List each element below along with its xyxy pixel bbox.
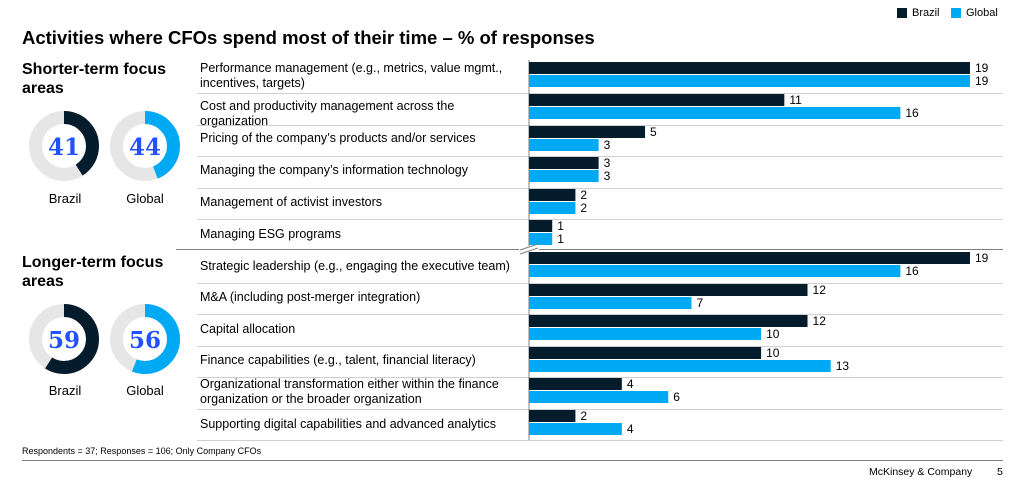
row-label-esg-programs: Managing ESG programs [200,227,342,241]
donut-label-short-brazil: Brazil [48,191,82,206]
value-label-global-performance-management-e-g-metrics-value: 19 [975,74,989,88]
legend-label-brazil: Brazil [912,7,940,19]
value-label-global-cost-and-productivity-management-across-: 16 [905,106,919,120]
bar-brazil-strategic-leadership-e-g-engaging-the-ex [529,252,970,264]
bar-global-cost-and-productivity-management-across- [529,107,901,119]
row-label-performance-management: Performance management (e.g., metrics, v… [200,61,503,90]
value-label-global-capital-allocation: 10 [766,327,780,341]
axis-break-mark-top [519,243,539,251]
row-label-information-technology: Managing the company’s information techn… [200,163,468,177]
value-label-brazil-capital-allocation: 12 [813,314,827,328]
bar-brazil-capital-allocation [529,315,808,327]
row-label-capital-allocation: Capital allocation [200,322,296,336]
donut-arc-longer-term-focus-areas-brazil [29,304,99,374]
value-label-brazil-finance-capabilities-e-g-talent-financia: 10 [766,346,780,360]
donut-label-long-global: Global [126,383,164,398]
value-label-brazil-managing-esg-programs: 1 [557,219,564,233]
page-number: 5 [997,466,1003,478]
bar-brazil-managing-esg-programs [529,220,553,232]
bar-global-managing-the-company-s-information-techn [529,170,599,182]
section-title-long-term: Longer-term focus areas [22,254,164,290]
row-label-cost-productivity: Cost and productivity management across … [200,99,455,128]
legend-label-global: Global [966,7,998,19]
value-label-global-managing-esg-programs: 1 [557,232,564,246]
legend-global: Global [951,7,998,19]
bar-brazil-finance-capabilities-e-g-talent-financia [529,347,762,359]
row-label-org-transformation: Organizational transformation either wit… [200,377,499,406]
donut-value-shorter-term-focus-areas-brazil: 41 [48,134,80,161]
value-label-brazil-strategic-leadership-e-g-engaging-the-ex: 19 [975,251,989,265]
value-label-brazil-performance-management-e-g-metrics-value: 19 [975,61,989,75]
donut-arc-longer-term-focus-areas-global [110,304,180,374]
bar-global-organizational-transformation-either-wit [529,391,669,403]
bar-brazil-managing-the-company-s-information-techn [529,157,599,169]
value-label-global-strategic-leadership-e-g-engaging-the-ex: 16 [905,264,919,278]
value-label-brazil-m-a-including-post-merger-integration: 12 [813,283,827,297]
donut-label-long-brazil: Brazil [48,383,82,398]
section-title-short-term: Shorter-term focus areas [22,61,167,97]
value-label-global-pricing-of-the-company-s-products-and-or: 3 [604,138,611,152]
bar-brazil-supporting-digital-capabilities-and-adva [529,410,576,422]
value-label-global-management-of-activist-investors: 2 [580,201,587,215]
value-label-global-m-a-including-post-merger-integration: 7 [696,296,703,310]
donut-value-longer-term-focus-areas-global: 56 [129,327,161,354]
row-label-strategic-leadership: Strategic leadership (e.g., engaging the… [200,259,510,273]
bar-brazil-m-a-including-post-merger-integration [529,284,808,296]
value-label-brazil-cost-and-productivity-management-across-: 11 [789,93,802,107]
bar-global-supporting-digital-capabilities-and-adva [529,423,622,435]
value-label-brazil-pricing-of-the-company-s-products-and-or: 5 [650,125,657,139]
bar-brazil-organizational-transformation-either-wit [529,378,622,390]
bar-brazil-pricing-of-the-company-s-products-and-or [529,126,646,138]
row-label-digital-capabilities: Supporting digital capabilities and adva… [200,417,497,431]
legend-swatch-global [951,8,961,18]
bar-global-management-of-activist-investors [529,202,576,214]
legend-brazil: Brazil [897,7,940,19]
bar-global-pricing-of-the-company-s-products-and-or [529,139,599,151]
value-label-brazil-management-of-activist-investors: 2 [580,188,587,202]
bar-global-m-a-including-post-merger-integration [529,297,692,309]
bar-brazil-management-of-activist-investors [529,189,576,201]
value-label-brazil-supporting-digital-capabilities-and-adva: 2 [580,409,587,423]
footnote: Respondents = 37; Responses = 106; Only … [22,446,262,456]
bar-global-finance-capabilities-e-g-talent-financia [529,360,831,372]
legend-swatch-brazil [897,8,907,18]
bar-global-performance-management-e-g-metrics-value [529,75,970,87]
bar-global-strategic-leadership-e-g-engaging-the-ex [529,265,901,277]
value-label-global-finance-capabilities-e-g-talent-financia: 13 [836,359,850,373]
value-label-brazil-managing-the-company-s-information-techn: 3 [604,156,611,170]
donut-value-shorter-term-focus-areas-global: 44 [129,134,161,161]
value-label-brazil-organizational-transformation-either-wit: 4 [627,377,634,391]
row-label-m-and-a: M&A (including post-merger integration) [200,290,421,304]
value-label-global-managing-the-company-s-information-techn: 3 [604,169,611,183]
donut-value-longer-term-focus-areas-brazil: 59 [48,327,80,354]
value-label-global-organizational-transformation-either-wit: 6 [673,390,680,404]
axis-break-mark-bottom [519,247,539,255]
donut-label-short-global: Global [126,191,164,206]
value-label-global-supporting-digital-capabilities-and-adva: 4 [627,422,634,436]
chart-title: Activities where CFOs spend most of thei… [22,27,595,48]
row-label-pricing: Pricing of the company’s products and/or… [200,131,476,145]
axis-break-gap [519,246,539,252]
donut-arc-shorter-term-focus-areas-brazil [29,111,99,181]
row-label-finance-capabilities: Finance capabilities (e.g., talent, fina… [200,353,476,367]
row-label-activist-investors: Management of activist investors [200,195,383,209]
bar-brazil-performance-management-e-g-metrics-value [529,62,970,74]
bar-global-managing-esg-programs [529,233,553,245]
donut-arc-shorter-term-focus-areas-global [110,111,180,181]
brand-name: McKinsey & Company [869,466,973,478]
bar-brazil-cost-and-productivity-management-across- [529,94,785,106]
bar-global-capital-allocation [529,328,762,340]
